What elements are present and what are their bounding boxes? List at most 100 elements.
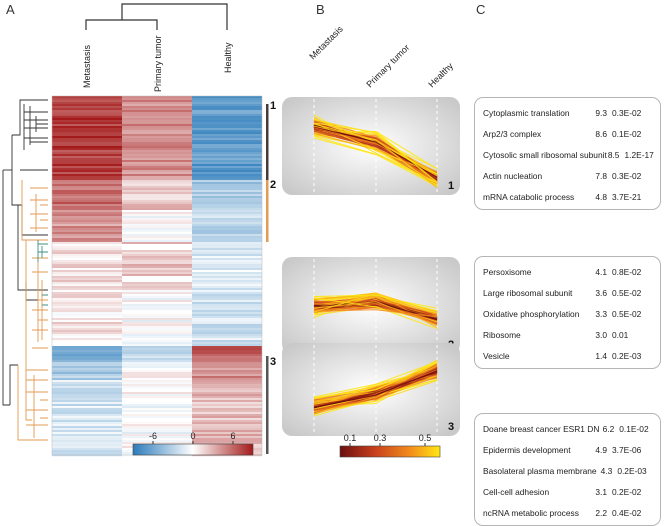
heatmap-cell [122,158,192,161]
heatmap-cell [122,166,192,169]
heatmap-cell [192,304,262,307]
heatmap-cell [52,162,122,165]
term-row: Vesicle 1.4 0.2E-03 [483,345,654,366]
heatmap-cell [52,114,122,117]
term-p: 0.4E-02 [612,507,642,518]
heatmap-cell [122,426,192,429]
cluster-label-1: 1 [270,100,276,112]
heatmap-cell [122,364,192,367]
heatmap-cell [192,390,262,393]
heatmap-cell [52,180,122,183]
heatmap-cell [192,306,262,309]
heatmap-cell [192,360,262,363]
heatmap-cell [122,320,192,323]
heatmap-cell [122,104,192,107]
heatmap-cell [52,428,122,431]
heatmap-cell [52,336,122,339]
heatmap-cell [192,132,262,135]
heatmap-cell [192,204,262,207]
heatmap-cell [52,172,122,175]
heatmap-cell [192,286,262,289]
term-row: Oxidative phosphorylation 3.3 0.5E-02 [483,303,654,324]
term-p: 1.2E-17 [624,149,654,160]
heatmap-cell [122,268,192,271]
heatmap-cell [52,344,122,347]
heatmap-cell [192,410,262,413]
heatmap-cell [122,278,192,281]
heatmap-cell [192,348,262,351]
heatmap-cell [192,332,262,335]
heatmap-cell [192,222,262,225]
heatmap-cell [122,296,192,299]
heatmap-cell [192,178,262,181]
heatmap-cell [122,226,192,229]
heatmap-cell [192,276,262,279]
heatmap-cell [52,402,122,405]
term-row: Arp2/3 complex 8.6 0.1E-02 [483,123,654,144]
heatmap-cell [122,302,192,305]
term-p: 0.5E-02 [612,287,642,298]
heatmap-cell [192,220,262,223]
heatmap-cell [52,108,122,111]
heatmap-cell [122,382,192,385]
enrichment-table-cluster-1: Cytoplasmic translation 9.3 0.3E-02 Arp2/3 … [474,97,661,210]
heatmap-cell [122,140,192,143]
heatmap-cell [122,434,192,437]
heatmap-cell [122,260,192,263]
term-p: 0.1E-02 [619,423,649,434]
heatmap-cell [122,188,192,191]
heatmap-cell [192,156,262,159]
heatmap-cell [192,96,262,99]
heatmap-cell [122,136,192,139]
heatmap-cell [122,430,192,433]
heatmap-cell [52,438,122,441]
heatmap-cell [122,362,192,365]
heatmap-cell [52,264,122,267]
heatmap-cell [192,392,262,395]
heatmap-cell [52,372,122,375]
profile-line [313,292,438,314]
heatmap-cell [192,198,262,201]
heatmap-cell [52,430,122,433]
heatmap-cell [52,258,122,261]
heatmap-cell [192,262,262,265]
heatmap-cell [52,340,122,343]
heatmap-cell [122,340,192,343]
heatmap-cell [52,380,122,383]
cluster-bar-1 [266,104,269,210]
heatmap-cell [192,402,262,405]
heatmap-cell [122,298,192,301]
heatmap-cell [52,246,122,249]
heatmap-cell [52,382,122,385]
heatmap-cell [192,214,262,217]
heatmap-cell [192,406,262,409]
heatmap-cell [192,314,262,317]
heatmap-cell [122,314,192,317]
term-score: 3.1 [595,486,607,497]
membership-colorbar-gradient [339,445,441,458]
heatmap-cell [52,352,122,355]
heatmap-cell [192,296,262,299]
term-name: Epidermis development [483,444,571,455]
heatmap-cell [52,160,122,163]
term-name: Arp2/3 complex [483,128,542,139]
heatmap-cell [52,232,122,235]
heatmap-cell [122,354,192,357]
term-row: Persoxisome 4.1 0.8E-02 [483,261,654,282]
heatmap-cell [192,386,262,389]
heatmap-cell [52,100,122,103]
heatmap-cell [52,286,122,289]
term-row: Epidermis development 4.9 3.7E-06 [483,439,654,460]
heatmap-cell [122,210,192,213]
term-p: 3.7E-06 [612,444,642,455]
heatmap-cell [122,404,192,407]
heatmap-cell [52,356,122,359]
heatmap-cell [192,290,262,293]
heatmap-cell [52,240,122,243]
heatmap-cell [192,144,262,147]
heatmap-cell [52,342,122,345]
heatmap-cell [52,378,122,381]
heatmap-cell [192,250,262,253]
heatmap-cell [52,290,122,293]
heatmap-cell [192,206,262,209]
